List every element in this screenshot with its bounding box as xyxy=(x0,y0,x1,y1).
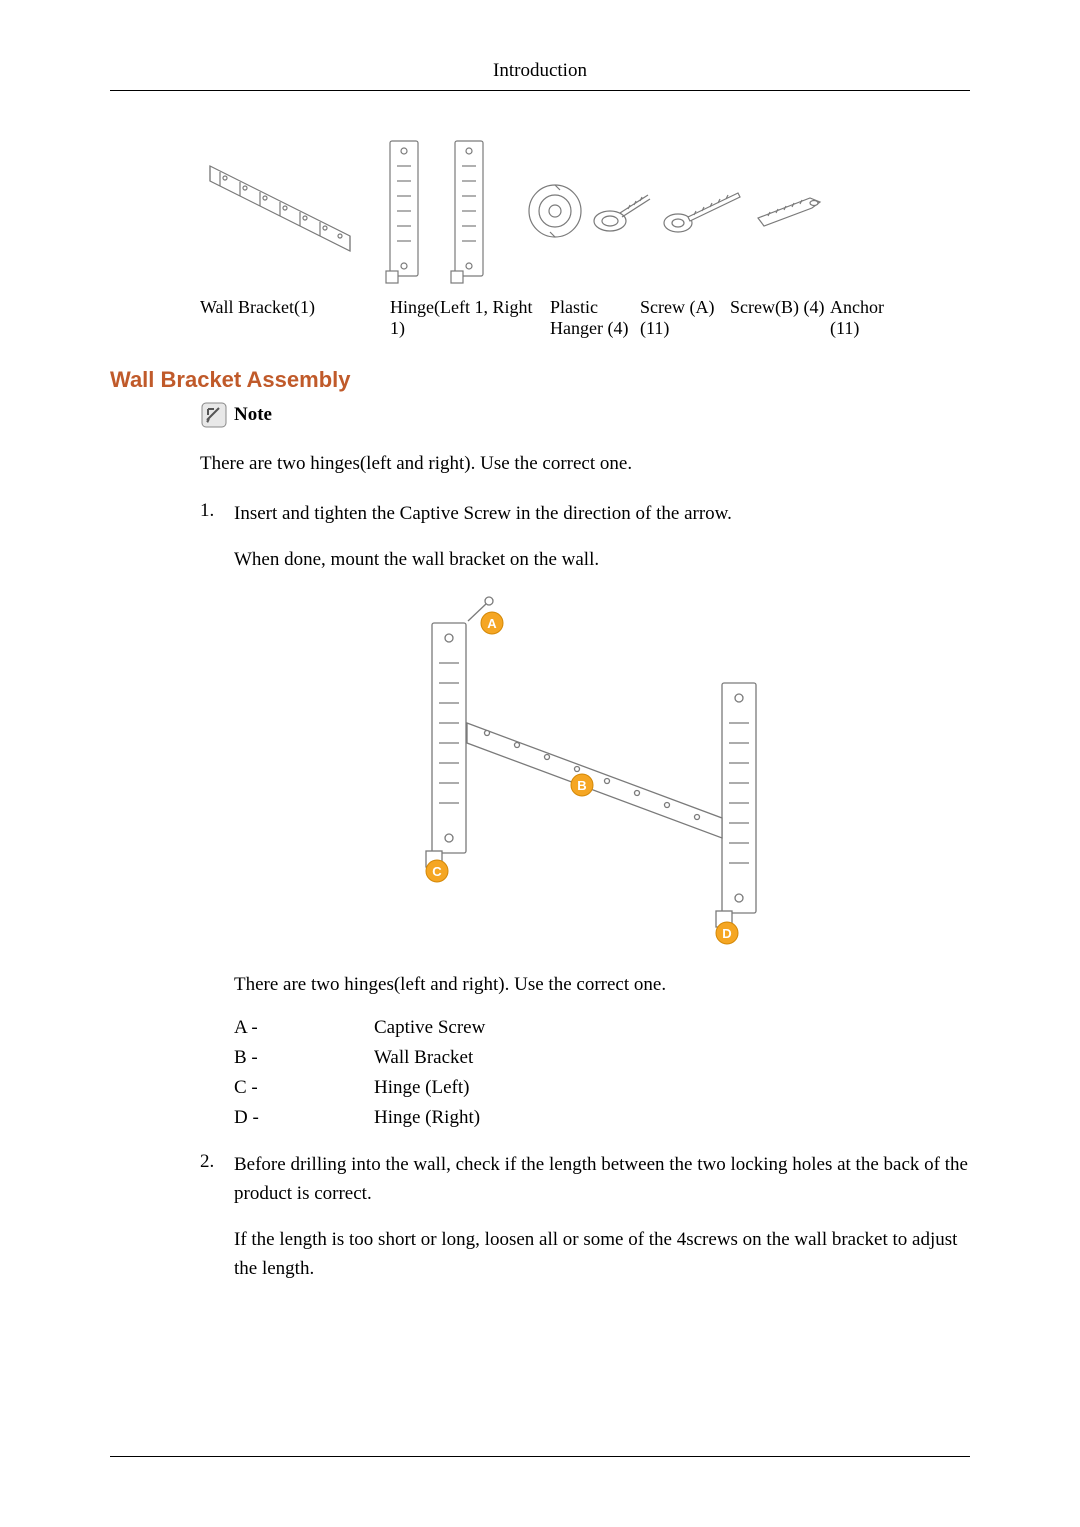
legend-c-key: C - xyxy=(234,1077,374,1099)
legend-c: C - Hinge (Left) xyxy=(234,1077,970,1099)
step-2-p2: If the length is too short or long, loos… xyxy=(234,1226,970,1283)
wall-bracket-label: Wall Bracket(1) xyxy=(200,297,390,339)
screw-b-label: Screw(B) (4) xyxy=(730,297,830,339)
badge-a: A xyxy=(487,616,497,631)
anchor-label: Anchor (11) xyxy=(830,297,910,339)
anchor-icon xyxy=(750,186,830,236)
wall-bracket-icon xyxy=(200,136,370,286)
legend-b-key: B - xyxy=(234,1047,374,1069)
step-1-p2: When done, mount the wall bracket on the… xyxy=(234,546,970,575)
header-title: Introduction xyxy=(493,60,587,81)
intro-text: There are two hinges(left and right). Us… xyxy=(200,451,970,478)
step-2-num: 2. xyxy=(200,1151,234,1301)
hinge-label: Hinge(Left 1, Right 1) xyxy=(390,297,550,339)
screw-a-icon xyxy=(590,181,660,241)
legend-d: D - Hinge (Right) xyxy=(234,1107,970,1129)
step-1-num: 1. xyxy=(200,500,234,1138)
legend-b: B - Wall Bracket xyxy=(234,1047,970,1069)
note-icon xyxy=(200,401,228,429)
page-header: Introduction xyxy=(110,60,970,91)
assembly-diagram: A B C D xyxy=(392,593,812,953)
step-1-after-img: There are two hinges(left and right). Us… xyxy=(234,971,970,1000)
badge-b: B xyxy=(577,778,586,793)
parts-image-row xyxy=(200,131,970,291)
legend-b-val: Wall Bracket xyxy=(374,1047,473,1069)
note-row: Note xyxy=(200,401,970,429)
step-2-p1: Before drilling into the wall, check if … xyxy=(234,1151,970,1208)
hanger-label: Plastic Hanger (4) xyxy=(550,297,640,339)
step-1: 1. Insert and tighten the Captive Screw … xyxy=(200,500,970,1138)
parts-labels-row: Wall Bracket(1) Hinge(Left 1, Right 1) P… xyxy=(200,297,970,339)
note-label: Note xyxy=(234,404,272,426)
section-title: Wall Bracket Assembly xyxy=(110,367,970,393)
legend: A - Captive Screw B - Wall Bracket C - H… xyxy=(234,1017,970,1129)
legend-a-key: A - xyxy=(234,1017,374,1039)
legend-a-val: Captive Screw xyxy=(374,1017,485,1039)
step-list: 1. Insert and tighten the Captive Screw … xyxy=(200,500,970,1302)
step-2: 2. Before drilling into the wall, check … xyxy=(200,1151,970,1301)
legend-c-val: Hinge (Left) xyxy=(374,1077,469,1099)
badge-d: D xyxy=(722,926,731,941)
plastic-hanger-icon xyxy=(520,176,590,246)
legend-d-val: Hinge (Right) xyxy=(374,1107,480,1129)
screw-a-label: Screw (A)(11) xyxy=(640,297,730,339)
footer-rule xyxy=(110,1456,970,1457)
hinge-icon xyxy=(370,131,520,291)
legend-a: A - Captive Screw xyxy=(234,1017,970,1039)
legend-d-key: D - xyxy=(234,1107,374,1129)
badge-c: C xyxy=(432,864,442,879)
screw-b-icon xyxy=(660,181,750,241)
step-1-p1: Insert and tighten the Captive Screw in … xyxy=(234,500,970,529)
